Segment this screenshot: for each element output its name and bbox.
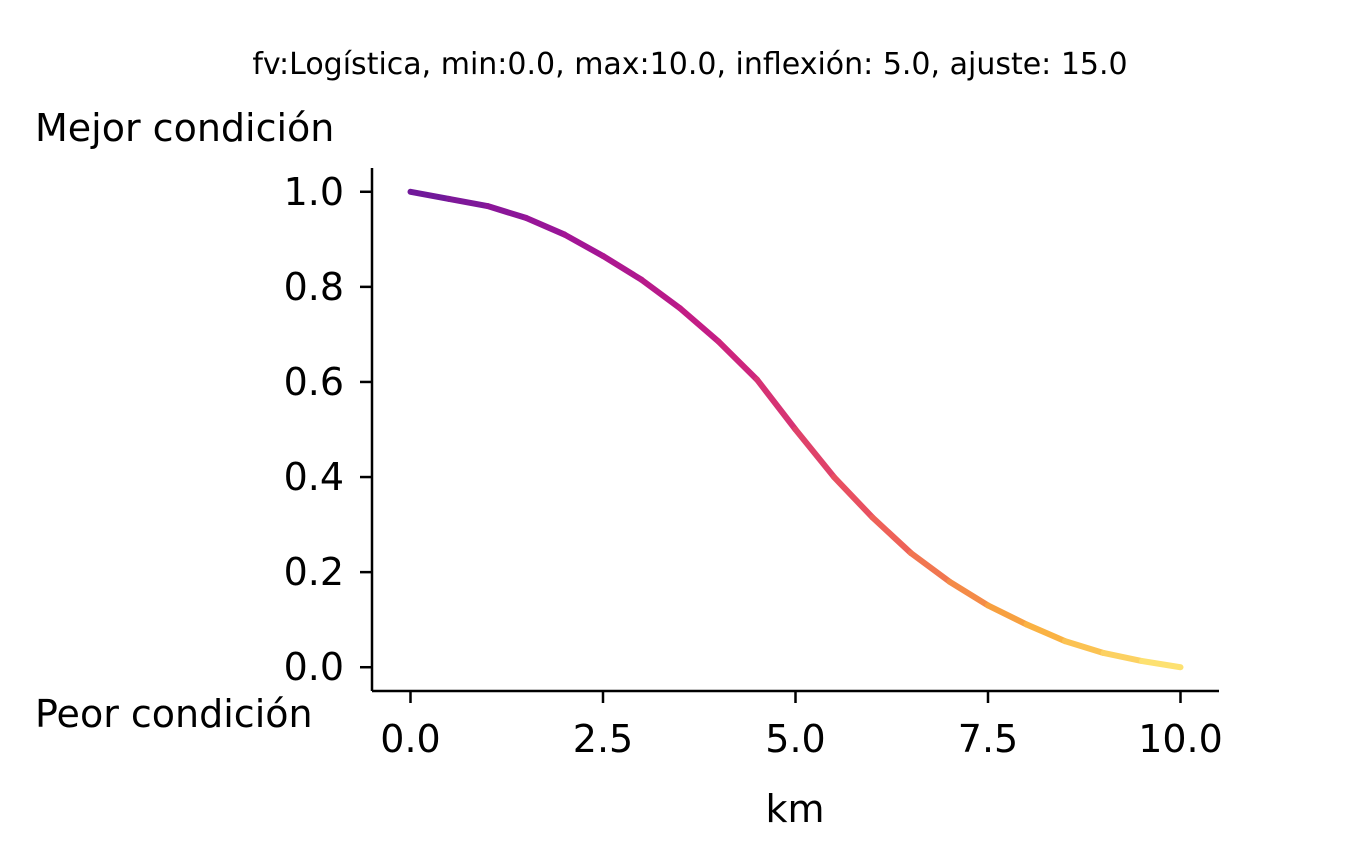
curve-segment: [446, 195, 491, 210]
x-tick-label: 7.5: [958, 717, 1018, 761]
curve-segment: [1023, 621, 1068, 645]
curve-segment: [869, 514, 914, 557]
x-tick-label: 2.5: [573, 717, 633, 761]
x-axis-label: km: [765, 787, 824, 831]
data-curve: [407, 188, 1184, 671]
curve-segment: [1100, 649, 1145, 665]
curve-segment: [600, 252, 645, 283]
y-tick-label: 1.0: [284, 170, 344, 214]
y-tick-label: 0.0: [284, 645, 344, 689]
curve-segment: [484, 203, 529, 221]
curve-segment: [677, 305, 722, 345]
curve-segment: [715, 338, 760, 383]
y-tick-label: 0.6: [284, 360, 344, 404]
best-condition-label: Mejor condición: [35, 106, 334, 150]
curve-segment: [754, 376, 799, 433]
x-axis-ticks: 0.0 2.5 5.0 7.5 10.0: [380, 691, 1223, 761]
curve-segment: [407, 188, 452, 202]
y-tick-label: 0.2: [284, 550, 344, 594]
curve-segment: [985, 602, 1030, 628]
x-tick-label: 5.0: [765, 717, 825, 761]
x-tick-label: 0.0: [380, 717, 440, 761]
curve-segment: [561, 231, 606, 259]
curve-segment: [1062, 638, 1107, 656]
curve-segment: [946, 578, 991, 609]
y-axis-ticks: 0.0 0.2 0.4 0.6 0.8 1.0: [284, 170, 372, 689]
curve-segment: [908, 550, 953, 585]
curve-segment: [792, 426, 837, 481]
worst-condition-label: Peor condición: [35, 692, 313, 736]
y-tick-label: 0.4: [284, 455, 344, 499]
curve-segment: [638, 276, 683, 312]
curve-segment: [1139, 658, 1184, 671]
curve-segment: [831, 474, 876, 521]
curve-segment: [523, 214, 568, 238]
x-tick-label: 10.0: [1138, 717, 1223, 761]
chart-title: fv:Logística, min:0.0, max:10.0, inflexi…: [252, 47, 1127, 82]
y-tick-label: 0.8: [284, 265, 344, 309]
